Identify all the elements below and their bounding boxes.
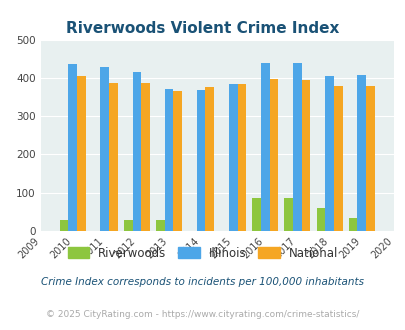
Bar — [124, 219, 132, 231]
Bar — [252, 198, 260, 231]
Bar — [269, 79, 278, 231]
Text: Crime Index corresponds to incidents per 100,000 inhabitants: Crime Index corresponds to incidents per… — [41, 278, 364, 287]
Legend: Riverwoods, Illinois, National: Riverwoods, Illinois, National — [63, 242, 342, 264]
Bar — [333, 86, 342, 231]
Bar — [292, 63, 301, 231]
Text: Riverwoods Violent Crime Index: Riverwoods Violent Crime Index — [66, 21, 339, 36]
Bar — [132, 72, 141, 231]
Bar — [316, 208, 324, 231]
Bar — [237, 84, 246, 231]
Bar — [196, 90, 205, 231]
Bar — [260, 63, 269, 231]
Bar — [356, 75, 365, 231]
Bar — [205, 87, 213, 231]
Bar — [348, 218, 356, 231]
Bar — [228, 84, 237, 231]
Bar — [141, 83, 149, 231]
Bar — [173, 90, 181, 231]
Bar — [284, 198, 292, 231]
Bar — [60, 219, 68, 231]
Bar — [365, 86, 374, 231]
Bar — [324, 76, 333, 231]
Bar — [100, 67, 109, 231]
Bar — [301, 80, 310, 231]
Text: © 2025 CityRating.com - https://www.cityrating.com/crime-statistics/: © 2025 CityRating.com - https://www.city… — [46, 310, 359, 319]
Bar — [77, 76, 85, 231]
Bar — [164, 88, 173, 231]
Bar — [156, 219, 164, 231]
Bar — [109, 83, 117, 231]
Bar — [68, 64, 77, 231]
